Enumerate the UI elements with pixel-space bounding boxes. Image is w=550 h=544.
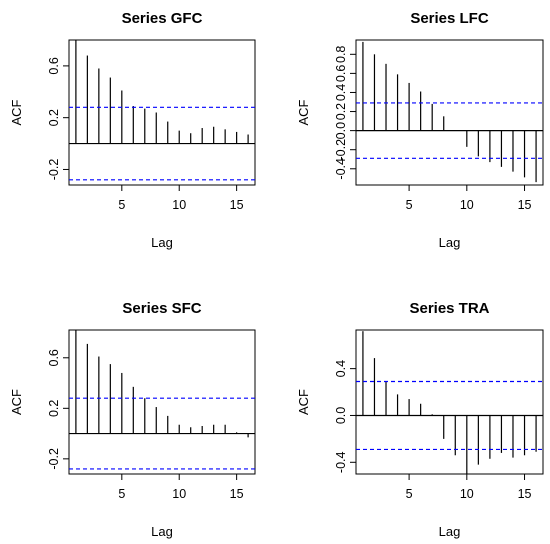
x-tick-label: 10: [172, 487, 186, 501]
y-tick-label: -0.4: [334, 451, 348, 473]
y-tick-label: 0.2: [47, 400, 61, 417]
x-tick-label: 15: [230, 198, 244, 212]
y-tick-label: 0.6: [47, 349, 61, 366]
acf-panel: Series TRA 5 10 15 -0.4 0.0 0.4 Lag ACF: [296, 300, 544, 539]
y-tick-label: 0.2: [47, 109, 61, 126]
plot-frame: [355, 39, 544, 186]
acf-panel: Series LFC 5 10 15 -0.4-0.20.0 0.2 0.4 0.6 0.8 La…: [296, 10, 544, 250]
y-tick-label: 0.0: [334, 122, 348, 139]
plot-frame: [355, 329, 544, 475]
x-tick-label: 5: [118, 198, 125, 212]
y-tick-label: 0.6: [334, 65, 348, 82]
x-tick-label: 15: [518, 487, 532, 501]
chart-title: Series LFC: [410, 10, 489, 27]
y-tick-label: 0.0: [334, 407, 348, 424]
y-tick-label: -0.4: [334, 158, 348, 180]
acf-panel: Series SFC 5 10 15 -0.2 0.2 0.6 Lag ACF: [9, 300, 256, 539]
x-axis-label: Lag: [439, 235, 461, 250]
plot-frame: [68, 39, 256, 186]
chart-title: Series SFC: [122, 300, 201, 317]
y-axis-label: ACF: [296, 99, 311, 125]
x-tick-label: 15: [518, 198, 532, 212]
chart-title: Series GFC: [122, 10, 203, 27]
x-tick-label: 10: [172, 198, 186, 212]
x-axis-label: Lag: [151, 524, 173, 539]
y-tick-label: 0.2: [334, 103, 348, 120]
y-tick-label: 0.4: [334, 84, 348, 101]
x-axis-label: Lag: [439, 524, 461, 539]
y-tick-label: 0.4: [334, 360, 348, 377]
x-tick-label: 10: [460, 198, 474, 212]
x-tick-label: 10: [460, 487, 474, 501]
x-tick-label: 5: [118, 487, 125, 501]
y-tick-label: -0.2: [47, 159, 61, 181]
y-tick-label: -0.2: [47, 448, 61, 470]
y-axis-label: ACF: [9, 99, 24, 125]
y-axis-label: ACF: [9, 389, 24, 415]
acf-panel: Series GFC 5 10 15 -0.2 0.2 0.6 Lag ACF: [9, 10, 256, 250]
x-tick-label: 5: [406, 487, 413, 501]
x-axis-label: Lag: [151, 235, 173, 250]
x-tick-label: 5: [406, 198, 413, 212]
x-tick-label: 15: [230, 487, 244, 501]
plot-frame: [68, 329, 256, 475]
y-tick-label: -0.2: [334, 139, 348, 161]
y-tick-label: 0.8: [334, 46, 348, 63]
chart-title: Series TRA: [409, 300, 489, 317]
y-tick-label: 0.6: [47, 57, 61, 74]
y-axis-label: ACF: [296, 389, 311, 415]
